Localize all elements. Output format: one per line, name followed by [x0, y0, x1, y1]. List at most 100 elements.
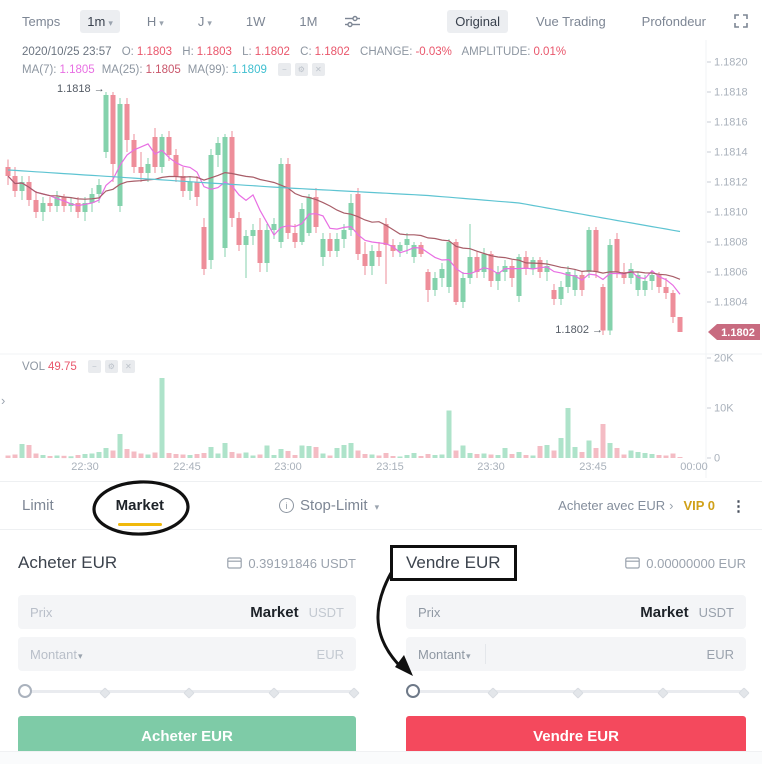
volume-value: 49.75 — [48, 360, 77, 373]
caret-down-icon[interactable] — [77, 647, 83, 662]
fullscreen-icon[interactable] — [734, 14, 748, 28]
panel-expand-chevron-icon[interactable] — [1, 393, 5, 408]
view-original-button[interactable]: Original — [447, 9, 509, 33]
view-trading-button[interactable]: Vue Trading — [536, 13, 606, 29]
candle-datetime: 2020/10/25 23:57 — [22, 46, 112, 58]
close-indicator-icon[interactable] — [121, 360, 135, 373]
order-type-tabs: Limit Market Stop-Limit Acheter avec EUR… — [0, 482, 762, 530]
svg-text:22:45: 22:45 — [173, 461, 201, 473]
slider-dot-50[interactable] — [572, 686, 584, 699]
ma25-value: 1.1805 — [145, 63, 181, 76]
indicator-gear-icon[interactable] — [294, 63, 308, 76]
svg-text:23:00: 23:00 — [274, 461, 302, 473]
open-value: 1.1803 — [136, 46, 173, 58]
low-value: 1.1802 — [254, 46, 290, 58]
trade-panel: Limit Market Stop-Limit Acheter avec EUR… — [0, 481, 762, 764]
ma7-value: 1.1805 — [59, 63, 95, 76]
sell-amount-slider[interactable] — [406, 683, 750, 699]
slider-dot-50[interactable] — [183, 686, 195, 699]
chevron-right-icon — [669, 498, 673, 513]
buy-submit-button[interactable]: Acheter EUR — [18, 716, 356, 757]
sell-slider-handle[interactable] — [406, 684, 420, 698]
sell-section-title: Vendre EUR — [390, 545, 517, 581]
svg-text:1.1802: 1.1802 — [721, 327, 755, 339]
slider-dot-100[interactable] — [738, 686, 750, 699]
sell-submit-button[interactable]: Vendre EUR — [406, 716, 746, 757]
slider-dot-75[interactable] — [268, 686, 280, 699]
interval-1w-button[interactable]: 1W — [245, 13, 266, 29]
caret-down-icon[interactable] — [465, 647, 471, 662]
svg-text:1.1818: 1.1818 — [714, 87, 748, 99]
interval-1m-month-button[interactable]: 1M — [299, 13, 318, 29]
sell-price-unit: USDT — [698, 604, 734, 620]
sell-balance-value: 0.00000000 EUR — [646, 555, 746, 571]
buy-with-eur-link[interactable]: Acheter avec EUR — [558, 498, 673, 513]
wallet-icon — [625, 557, 641, 569]
kebab-menu-icon[interactable] — [731, 497, 746, 515]
buy-price-unit: USDT — [308, 604, 344, 620]
buy-slider-handle[interactable] — [18, 684, 32, 698]
buy-price-value: Market — [250, 603, 299, 621]
buy-amount-unit: EUR — [316, 646, 344, 662]
svg-text:1.1804: 1.1804 — [714, 297, 748, 309]
chart-low-annotation: 1.1802 → — [555, 324, 603, 336]
price-volume-chart[interactable]: 1.1820 1.1818 1.1816 1.1814 1.1812 1.1810 1.18… — [0, 40, 762, 480]
sell-balance: 0.00000000 EUR — [625, 556, 746, 571]
sell-amount-unit: EUR — [706, 646, 734, 662]
tab-stop-limit[interactable]: Stop-Limit — [279, 497, 379, 514]
close-indicator-icon[interactable] — [311, 63, 325, 76]
ma-info-line: MA(7): 1.1805 MA(25): 1.1805 MA(99): 1.1809 — [22, 63, 325, 76]
info-icon — [279, 498, 295, 513]
svg-text:10K: 10K — [714, 403, 734, 415]
svg-text:1.1806: 1.1806 — [714, 267, 748, 279]
view-depth-button[interactable]: Profondeur — [641, 13, 706, 29]
svg-text:1.1808: 1.1808 — [714, 237, 748, 249]
buy-amount-slider[interactable] — [18, 683, 360, 699]
change-value: -0.03% — [415, 46, 452, 58]
buy-balance: 0.39191846 USDT — [227, 556, 356, 571]
slider-dot-75[interactable] — [657, 686, 669, 699]
sell-price-value: Market — [640, 603, 689, 621]
high-value: 1.1803 — [196, 46, 232, 58]
sell-price-field: Prix Market USDT — [406, 595, 746, 629]
sell-amount-field[interactable]: Montant EUR — [406, 637, 746, 671]
slider-dot-100[interactable] — [348, 686, 360, 699]
time-label: Temps — [22, 13, 61, 29]
svg-text:23:15: 23:15 — [376, 461, 404, 473]
active-tab-underline — [117, 523, 163, 526]
page-bottom-strip — [0, 751, 762, 764]
ohlc-info-line: 2020/10/25 23:57 O: 1.1803 H: 1.1803 L: 1.1… — [22, 46, 567, 58]
hide-indicator-icon[interactable] — [277, 63, 291, 76]
indicator-gear-icon[interactable] — [104, 360, 118, 373]
vip-level-badge[interactable]: VIP 0 — [683, 498, 715, 513]
buy-amount-field[interactable]: Montant EUR — [18, 637, 356, 671]
interval-hour-button[interactable]: H — [140, 10, 171, 33]
indicator-settings-icon[interactable] — [344, 14, 361, 29]
sell-form: Vendre EUR 0.00000000 EUR Prix Market USD… — [390, 530, 750, 757]
caret-down-icon — [107, 14, 113, 29]
tab-limit[interactable]: Limit — [22, 497, 54, 514]
svg-text:1.1820: 1.1820 — [714, 57, 748, 69]
buy-form: Acheter EUR 0.39191846 USDT Prix Market U… — [18, 530, 360, 757]
slider-dot-25[interactable] — [487, 686, 499, 699]
chart-high-annotation: 1.1818 → — [57, 83, 105, 95]
tab-market[interactable]: Market — [116, 497, 164, 526]
caret-down-icon — [374, 497, 380, 514]
volume-info-line: VOL 49.75 — [22, 360, 135, 373]
slider-dot-25[interactable] — [99, 686, 111, 699]
svg-text:1.1810: 1.1810 — [714, 207, 748, 219]
svg-text:1.1816: 1.1816 — [714, 117, 748, 129]
svg-text:20K: 20K — [714, 353, 734, 365]
chart-toolbar: Temps 1m H J 1W 1M Original Vue Trading … — [0, 0, 762, 42]
field-divider — [484, 644, 486, 664]
hide-indicator-icon[interactable] — [87, 360, 101, 373]
svg-text:22:30: 22:30 — [71, 461, 99, 473]
interval-1m-button[interactable]: 1m — [80, 9, 120, 33]
svg-text:23:30: 23:30 — [477, 461, 505, 473]
svg-text:0: 0 — [714, 453, 720, 465]
wallet-icon — [227, 557, 243, 569]
buy-balance-value: 0.39191846 USDT — [248, 555, 356, 571]
interval-day-button[interactable]: J — [191, 10, 219, 33]
caret-down-icon — [158, 14, 164, 29]
